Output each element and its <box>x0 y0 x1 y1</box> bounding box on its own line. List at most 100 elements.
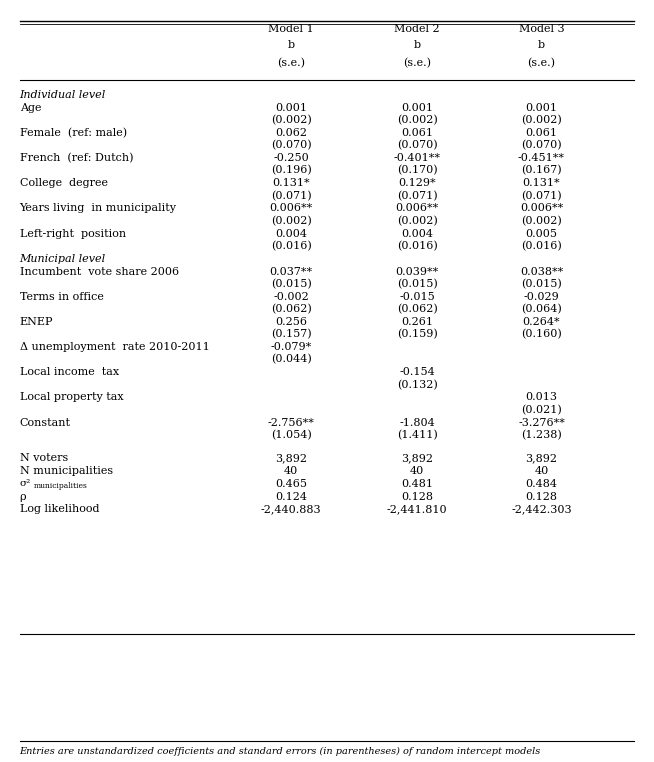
Text: 40: 40 <box>284 466 298 476</box>
Text: 0.061: 0.061 <box>526 128 557 138</box>
Text: (0.002): (0.002) <box>271 216 311 226</box>
Text: Local income  tax: Local income tax <box>20 367 119 377</box>
Text: 0.129*: 0.129* <box>398 178 436 188</box>
Text: -0.451**: -0.451** <box>518 153 565 163</box>
Text: -2,440.883: -2,440.883 <box>261 504 321 514</box>
Text: (1.054): (1.054) <box>271 430 311 440</box>
Text: (0.071): (0.071) <box>271 190 311 201</box>
Text: 0.261: 0.261 <box>402 317 433 327</box>
Text: (0.016): (0.016) <box>521 241 562 251</box>
Text: 0.038**: 0.038** <box>520 267 563 277</box>
Text: Log likelihood: Log likelihood <box>20 504 99 514</box>
Text: -0.029: -0.029 <box>524 292 559 302</box>
Text: N voters: N voters <box>20 453 68 463</box>
Text: N municipalities: N municipalities <box>20 466 112 476</box>
Text: (1.238): (1.238) <box>521 430 562 440</box>
Text: 0.061: 0.061 <box>402 128 433 138</box>
Text: (0.070): (0.070) <box>521 140 562 151</box>
Text: College  degree: College degree <box>20 178 108 188</box>
Text: ρ: ρ <box>20 492 26 502</box>
Text: 0.004: 0.004 <box>275 229 307 239</box>
Text: French  (ref: Dutch): French (ref: Dutch) <box>20 153 133 164</box>
Text: Constant: Constant <box>20 418 71 427</box>
Text: -3.276**: -3.276** <box>518 418 565 427</box>
Text: 3,892: 3,892 <box>402 453 433 463</box>
Text: 0.004: 0.004 <box>402 229 433 239</box>
Text: 0.039**: 0.039** <box>396 267 439 277</box>
Text: 0.124: 0.124 <box>275 492 307 502</box>
Text: 0.481: 0.481 <box>402 479 433 489</box>
Text: -0.079*: -0.079* <box>270 342 312 352</box>
Text: (0.071): (0.071) <box>397 190 438 201</box>
Text: 0.484: 0.484 <box>526 479 557 489</box>
Text: Age: Age <box>20 103 41 113</box>
Text: Local property tax: Local property tax <box>20 392 123 402</box>
Text: (0.196): (0.196) <box>271 165 311 176</box>
Text: Female  (ref: male): Female (ref: male) <box>20 128 127 139</box>
Text: (0.016): (0.016) <box>271 241 311 251</box>
Text: 0.001: 0.001 <box>402 103 433 113</box>
Text: 0.128: 0.128 <box>402 492 433 502</box>
Text: (0.002): (0.002) <box>397 216 438 226</box>
Text: municipalities: municipalities <box>34 482 88 490</box>
Text: Entries are unstandardized coefficients and standard errors (in parentheses) of : Entries are unstandardized coefficients … <box>20 747 541 756</box>
Text: -0.401**: -0.401** <box>394 153 441 163</box>
Text: (0.157): (0.157) <box>271 329 311 340</box>
Text: Years living  in municipality: Years living in municipality <box>20 203 177 213</box>
Text: -0.002: -0.002 <box>273 292 309 302</box>
Text: Individual level: Individual level <box>20 90 106 100</box>
Text: Model 3: Model 3 <box>519 24 564 34</box>
Text: -1.804: -1.804 <box>400 418 435 427</box>
Text: Municipal level: Municipal level <box>20 254 106 264</box>
Text: (0.002): (0.002) <box>271 115 311 126</box>
Text: (0.002): (0.002) <box>521 115 562 126</box>
Text: (0.062): (0.062) <box>397 304 438 315</box>
Text: 0.013: 0.013 <box>526 392 557 402</box>
Text: -0.250: -0.250 <box>273 153 309 163</box>
Text: (0.160): (0.160) <box>521 329 562 340</box>
Text: -2,442.303: -2,442.303 <box>511 504 572 514</box>
Text: 40: 40 <box>534 466 549 476</box>
Text: 0.062: 0.062 <box>275 128 307 138</box>
Text: (s.e.): (s.e.) <box>277 58 305 69</box>
Text: Terms in office: Terms in office <box>20 292 103 302</box>
Text: 0.001: 0.001 <box>526 103 557 113</box>
Text: (0.071): (0.071) <box>521 190 562 201</box>
Text: 3,892: 3,892 <box>526 453 557 463</box>
Text: (0.132): (0.132) <box>397 379 438 390</box>
Text: (0.015): (0.015) <box>397 279 438 290</box>
Text: Model 1: Model 1 <box>268 24 314 34</box>
Text: (0.070): (0.070) <box>271 140 311 151</box>
Text: 0.465: 0.465 <box>275 479 307 489</box>
Text: 0.005: 0.005 <box>526 229 557 239</box>
Text: 0.006**: 0.006** <box>396 203 439 213</box>
Text: b: b <box>538 40 545 50</box>
Text: 0.006**: 0.006** <box>269 203 313 213</box>
Text: (0.044): (0.044) <box>271 354 311 365</box>
Text: (0.159): (0.159) <box>397 329 438 340</box>
Text: (0.021): (0.021) <box>521 405 562 415</box>
Text: (0.070): (0.070) <box>397 140 438 151</box>
Text: 0.131*: 0.131* <box>272 178 310 188</box>
Text: 0.001: 0.001 <box>275 103 307 113</box>
Text: (0.170): (0.170) <box>397 165 438 176</box>
Text: (0.167): (0.167) <box>521 165 562 176</box>
Text: 0.131*: 0.131* <box>523 178 560 188</box>
Text: 40: 40 <box>410 466 424 476</box>
Text: (0.015): (0.015) <box>271 279 311 290</box>
Text: Δ unemployment  rate 2010-2011: Δ unemployment rate 2010-2011 <box>20 342 209 352</box>
Text: 0.264*: 0.264* <box>523 317 560 327</box>
Text: -2,441.810: -2,441.810 <box>387 504 447 514</box>
Text: ENEP: ENEP <box>20 317 53 327</box>
Text: (0.015): (0.015) <box>521 279 562 290</box>
Text: σ²: σ² <box>20 479 31 488</box>
Text: 0.256: 0.256 <box>275 317 307 327</box>
Text: (0.002): (0.002) <box>397 115 438 126</box>
Text: Model 2: Model 2 <box>394 24 440 34</box>
Text: -0.154: -0.154 <box>400 367 435 377</box>
Text: -2.756**: -2.756** <box>267 418 315 427</box>
Text: (s.e.): (s.e.) <box>528 58 555 69</box>
Text: 0.128: 0.128 <box>526 492 557 502</box>
Text: Left-right  position: Left-right position <box>20 229 126 239</box>
Text: (0.002): (0.002) <box>521 216 562 226</box>
